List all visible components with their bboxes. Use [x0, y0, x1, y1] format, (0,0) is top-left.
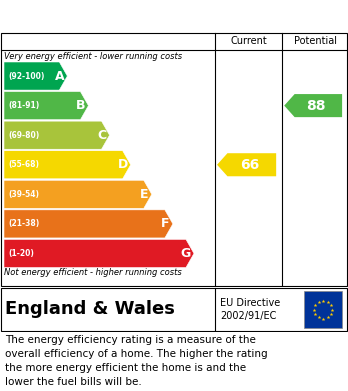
- Text: A: A: [55, 70, 64, 83]
- Text: Very energy efficient - lower running costs: Very energy efficient - lower running co…: [4, 52, 182, 61]
- Polygon shape: [4, 210, 173, 238]
- Text: Not energy efficient - higher running costs: Not energy efficient - higher running co…: [4, 268, 182, 277]
- Bar: [304, 291, 342, 328]
- Text: Current: Current: [230, 36, 267, 46]
- Text: E: E: [140, 188, 149, 201]
- Polygon shape: [4, 62, 67, 90]
- Polygon shape: [217, 153, 276, 176]
- Text: (39-54): (39-54): [8, 190, 39, 199]
- Polygon shape: [284, 94, 342, 117]
- Polygon shape: [4, 239, 194, 267]
- Text: Energy Efficiency Rating: Energy Efficiency Rating: [9, 7, 238, 25]
- Polygon shape: [4, 180, 152, 208]
- Text: EU Directive
2002/91/EC: EU Directive 2002/91/EC: [220, 298, 280, 321]
- Text: (21-38): (21-38): [8, 219, 39, 228]
- Text: F: F: [161, 217, 170, 230]
- Text: England & Wales: England & Wales: [5, 301, 175, 319]
- Text: (92-100): (92-100): [8, 72, 45, 81]
- Text: C: C: [97, 129, 106, 142]
- Text: (69-80): (69-80): [8, 131, 39, 140]
- Text: (1-20): (1-20): [8, 249, 34, 258]
- Text: 88: 88: [307, 99, 326, 113]
- Polygon shape: [4, 91, 88, 120]
- Text: 66: 66: [240, 158, 259, 172]
- Text: Potential: Potential: [294, 36, 337, 46]
- Text: (55-68): (55-68): [8, 160, 39, 169]
- Text: B: B: [76, 99, 85, 112]
- Polygon shape: [4, 121, 110, 149]
- Text: D: D: [117, 158, 128, 171]
- Text: (81-91): (81-91): [8, 101, 39, 110]
- Text: The energy efficiency rating is a measure of the
overall efficiency of a home. T: The energy efficiency rating is a measur…: [5, 335, 268, 387]
- Text: G: G: [181, 247, 191, 260]
- Polygon shape: [4, 151, 130, 179]
